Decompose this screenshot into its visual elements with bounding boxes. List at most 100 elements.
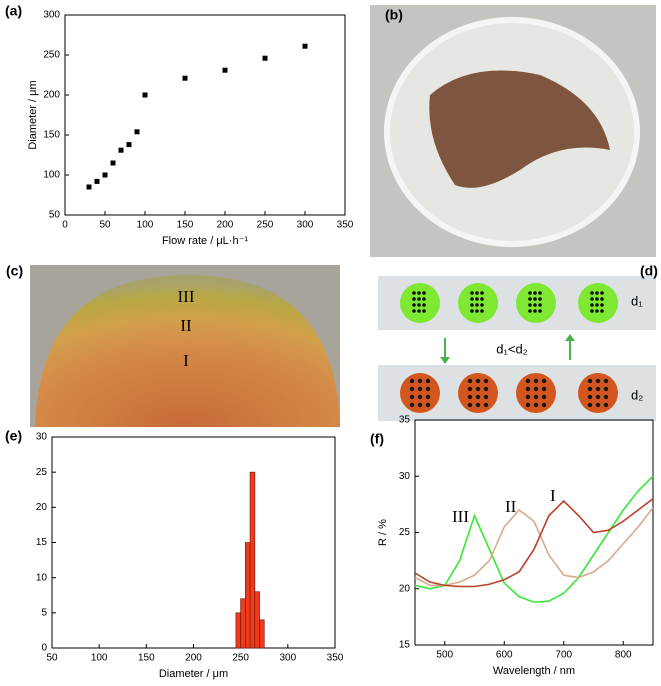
dot (475, 378, 481, 384)
point (302, 43, 308, 49)
green-sphere (458, 283, 498, 323)
dot (412, 297, 416, 301)
x-tick-label: 350 (337, 220, 354, 231)
dot (417, 394, 423, 400)
bar (235, 612, 242, 649)
x-tick-label: 100 (137, 220, 154, 231)
point (142, 92, 148, 98)
dot (600, 303, 604, 307)
dot (533, 297, 537, 301)
dot (528, 309, 532, 313)
dot (480, 309, 484, 313)
dot (603, 386, 609, 392)
dot (422, 297, 426, 301)
dot (533, 394, 539, 400)
dot (595, 297, 599, 301)
dot (475, 291, 479, 295)
dot (533, 386, 539, 392)
red-sphere (458, 373, 498, 413)
dot (525, 402, 531, 408)
y-tick-label: 20 (36, 502, 48, 513)
dot (470, 291, 474, 295)
bar (254, 591, 260, 649)
dot (417, 378, 423, 384)
x-tick-label: 200 (185, 653, 202, 664)
x-tick-label: 300 (279, 653, 296, 664)
x-axis-label: Diameter / μm (159, 668, 228, 680)
y-tick-label: 20 (399, 583, 411, 594)
dot (475, 297, 479, 301)
dot (480, 291, 484, 295)
y-tick-label: 100 (43, 170, 60, 181)
dot (483, 394, 489, 400)
point (94, 178, 100, 184)
x-tick-label: 100 (91, 653, 108, 664)
dot (590, 303, 594, 307)
x-tick-label: 250 (232, 653, 249, 664)
dot (467, 386, 473, 392)
x-tick-label: 200 (217, 220, 234, 231)
dot (533, 402, 539, 408)
point (110, 160, 116, 166)
panel-label: (a) (5, 3, 22, 19)
zone-label: III (178, 287, 195, 306)
dot (590, 297, 594, 301)
dot (603, 402, 609, 408)
zone-label: II (180, 316, 192, 335)
dot (595, 309, 599, 313)
y-tick-label: 25 (36, 467, 48, 478)
dot (538, 291, 542, 295)
green-sphere (516, 283, 556, 323)
plot-frame (414, 419, 654, 646)
dot (595, 303, 599, 307)
panel-label: (e) (5, 428, 22, 444)
bar (245, 542, 251, 649)
dot (525, 386, 531, 392)
dot (475, 386, 481, 392)
x-axis-label: Wavelength / nm (493, 665, 575, 677)
photo-c: (c) III II I (6, 263, 340, 427)
dot (425, 402, 431, 408)
y-tick-label: 50 (49, 210, 61, 221)
panel-label: (d) (640, 263, 658, 279)
x-tick-label: 250 (257, 220, 274, 231)
dot (595, 402, 601, 408)
dot (525, 378, 531, 384)
x-tick-label: 700 (555, 650, 572, 661)
dot (417, 303, 421, 307)
dot (409, 386, 415, 392)
y-tick-label: 300 (43, 10, 60, 21)
red-sphere (516, 373, 556, 413)
dot (603, 394, 609, 400)
dot (600, 309, 604, 313)
x-tick-label: 300 (297, 220, 314, 231)
dot (538, 303, 542, 307)
annotation: II (505, 497, 517, 516)
dot (590, 291, 594, 295)
diagram-text: d₂ (631, 387, 643, 402)
plot-frame (51, 436, 336, 649)
dot (470, 297, 474, 301)
dot (541, 402, 547, 408)
dot (595, 386, 601, 392)
dot (587, 394, 593, 400)
dot (425, 378, 431, 384)
bar (240, 598, 246, 649)
point (134, 129, 140, 135)
dot (483, 402, 489, 408)
dot (412, 309, 416, 313)
bar (249, 471, 256, 649)
dot (533, 309, 537, 313)
dot (528, 291, 532, 295)
panel-label: (f) (370, 431, 384, 447)
dot (475, 402, 481, 408)
dot (603, 378, 609, 384)
point (262, 55, 268, 61)
dot (422, 303, 426, 307)
dot (417, 386, 423, 392)
panel-label: (b) (385, 7, 403, 23)
x-tick-label: 150 (177, 220, 194, 231)
dot (470, 303, 474, 307)
x-tick-label: 800 (615, 650, 632, 661)
